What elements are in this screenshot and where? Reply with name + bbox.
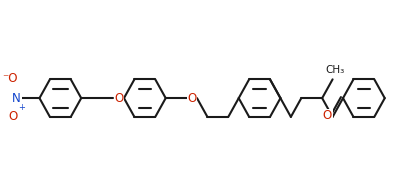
Text: O: O [323,109,332,122]
Text: O: O [187,92,196,105]
Text: O: O [9,110,18,123]
Text: CH₃: CH₃ [325,65,344,75]
Text: ⁻O: ⁻O [2,72,18,85]
Text: +: + [18,103,25,112]
Text: N: N [12,92,21,105]
Text: O: O [114,92,123,105]
